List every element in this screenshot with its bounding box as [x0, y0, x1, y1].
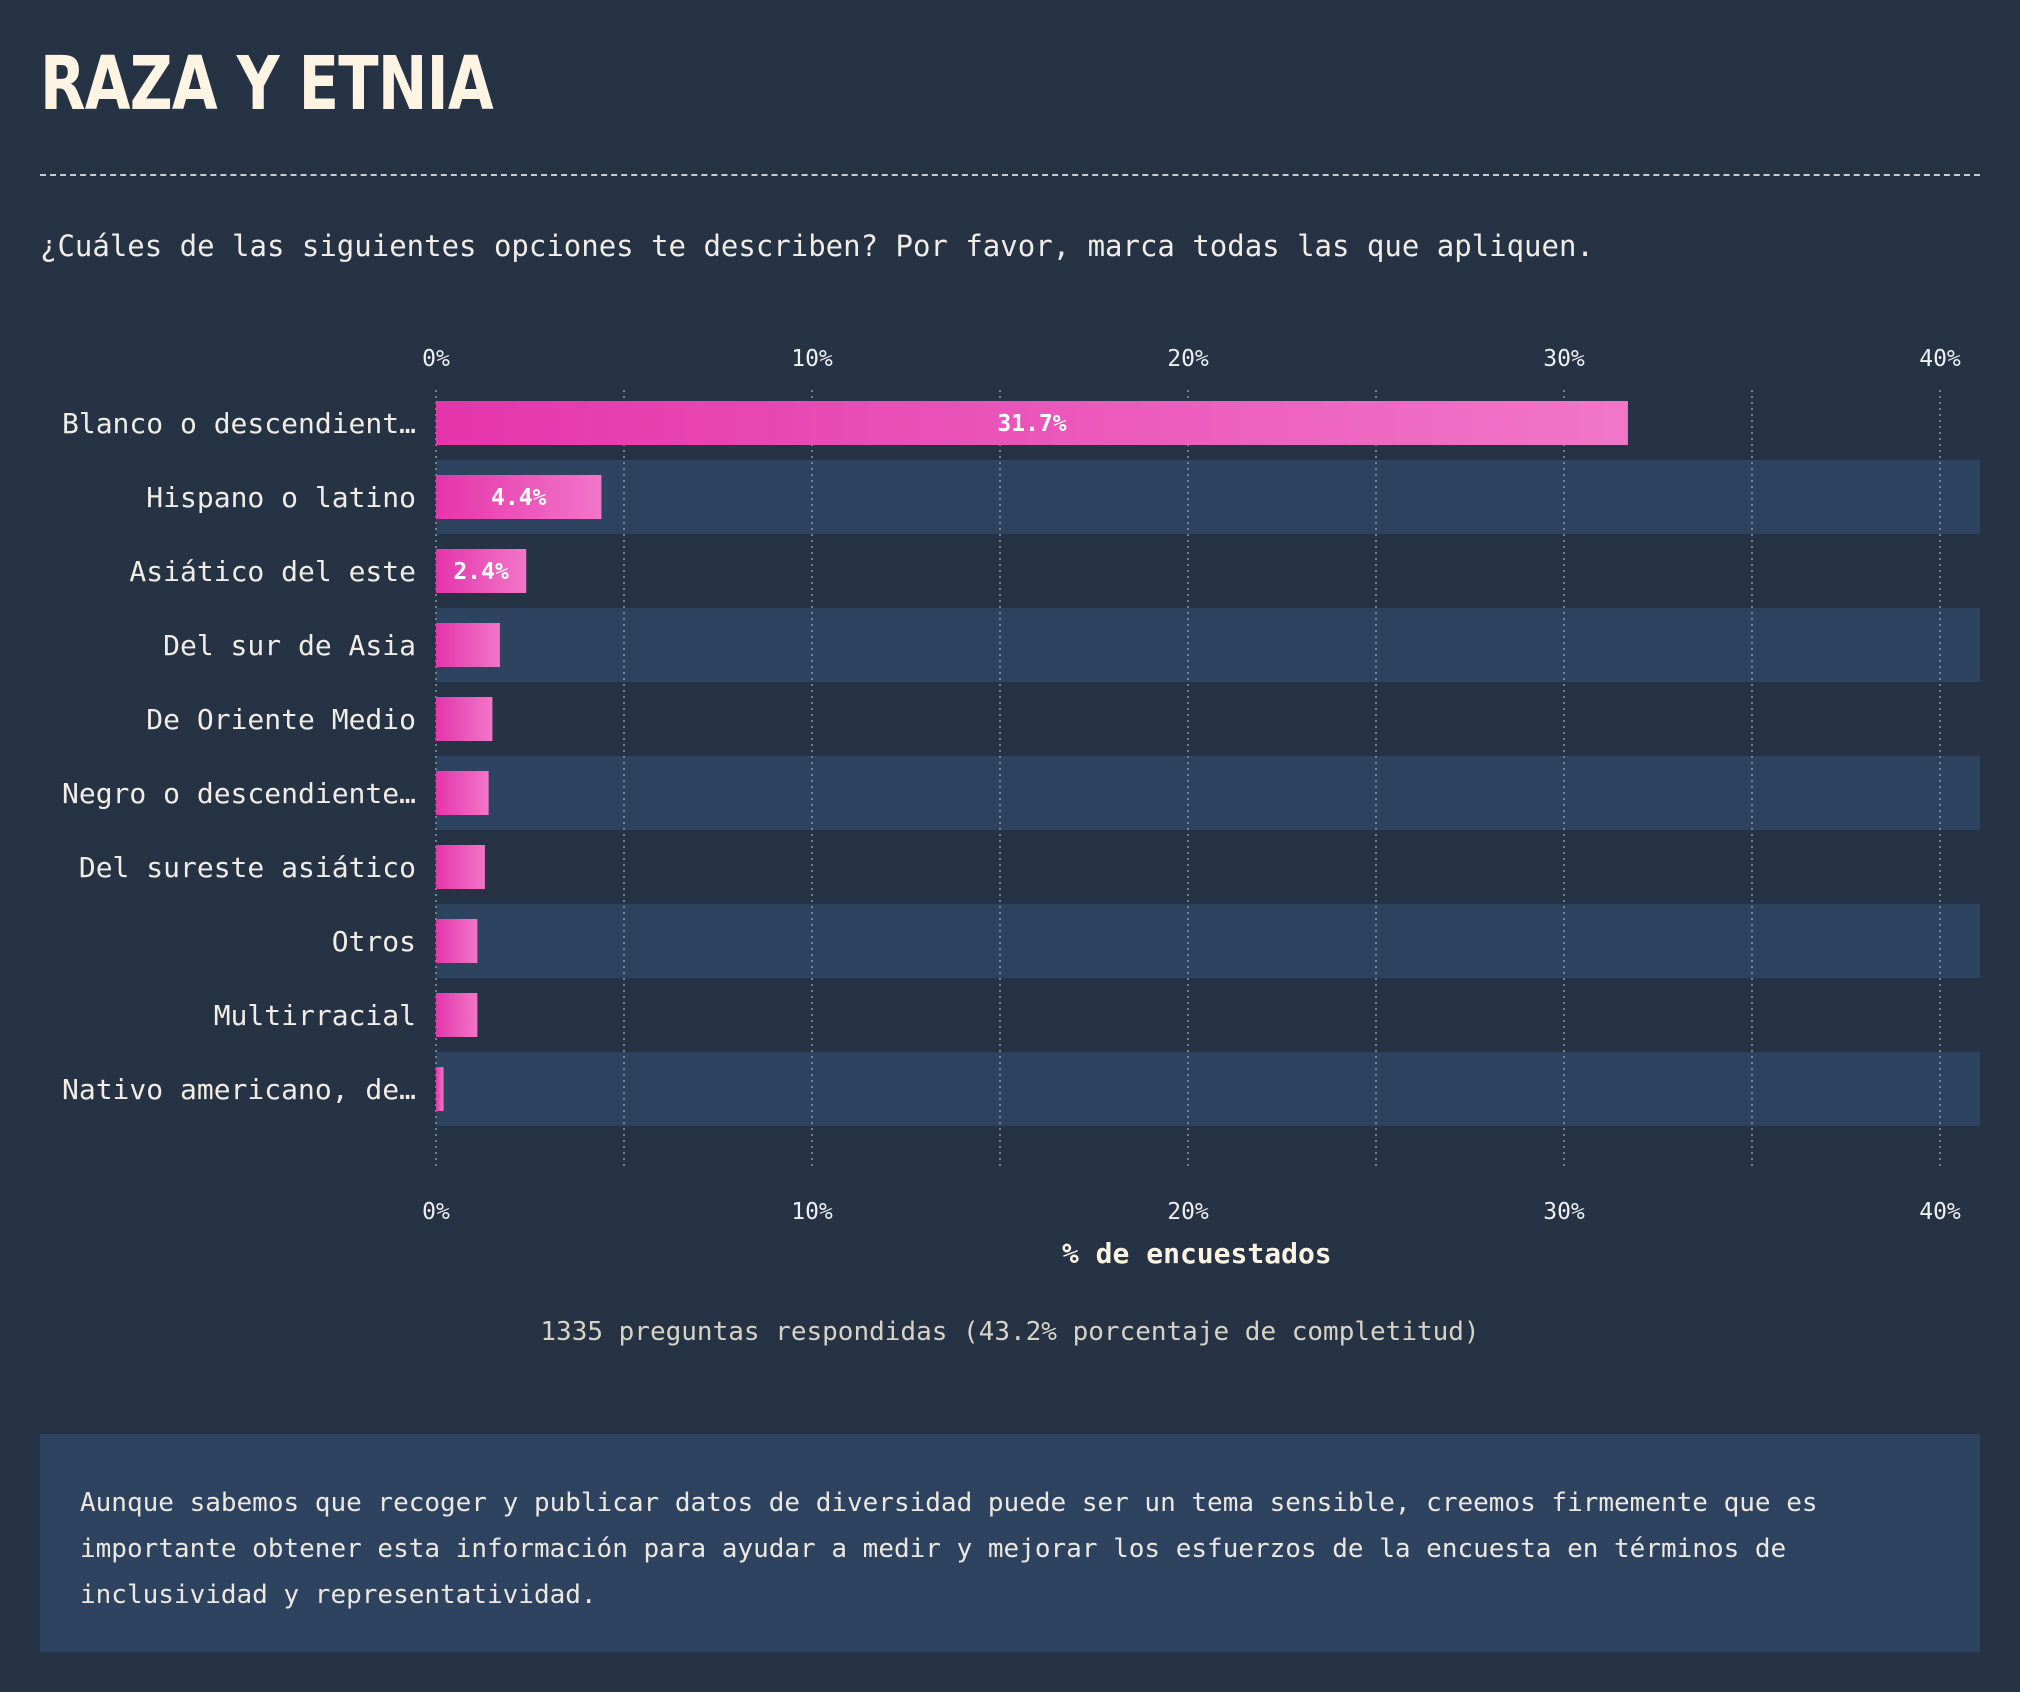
- dashed-divider: [40, 174, 1980, 176]
- bar: [436, 845, 485, 889]
- row-band: [436, 904, 1980, 978]
- bar-value-label: 31.7%: [997, 411, 1066, 437]
- category-label: De Oriente Medio: [146, 703, 416, 736]
- bar-value-label: 2.4%: [453, 559, 509, 585]
- response-count-note: 1335 preguntas respondidas (43.2% porcen…: [540, 1317, 1480, 1347]
- x-tick-label-top: 40%: [1919, 346, 1961, 372]
- survey-question: ¿Cuáles de las siguientes opciones te de…: [40, 229, 1594, 263]
- category-label: Nativo americano, de…: [62, 1073, 416, 1106]
- x-tick-label-bottom: 0%: [422, 1199, 450, 1225]
- bar: [436, 919, 478, 963]
- info-text: Aunque sabemos que recoger y publicar da…: [80, 1488, 1818, 1610]
- page-title: RAZA Y ETNIA: [40, 41, 494, 127]
- x-tick-label-top: 30%: [1543, 346, 1585, 372]
- category-label: Multirracial: [214, 999, 416, 1032]
- x-tick-label-top: 10%: [791, 346, 833, 372]
- category-label: Del sureste asiático: [79, 851, 416, 884]
- bar: [436, 623, 500, 667]
- category-label: Del sur de Asia: [163, 629, 416, 662]
- category-label: Asiático del este: [129, 555, 416, 588]
- bar-value-label: 4.4%: [491, 485, 547, 511]
- category-label: Otros: [332, 925, 416, 958]
- bar: [436, 771, 489, 815]
- x-tick-label-top: 0%: [422, 346, 450, 372]
- bar: [436, 1067, 444, 1111]
- row-band: [436, 756, 1980, 830]
- bar: [436, 401, 1628, 445]
- bar: [436, 549, 527, 593]
- category-label: Hispano o latino: [146, 481, 416, 514]
- row-band: [436, 460, 1980, 534]
- row-band: [436, 1052, 1980, 1126]
- x-tick-label-bottom: 40%: [1919, 1199, 1961, 1225]
- bar-chart: 0% 0% 10% 10% 20% 20% 30% 30% 40% 40% Blanco o de…: [62, 346, 1980, 1270]
- x-tick-label-bottom: 20%: [1167, 1199, 1209, 1225]
- x-tick-label-top: 20%: [1167, 346, 1209, 372]
- x-axis-title: % de encuestados: [1062, 1237, 1332, 1270]
- bar: [436, 475, 602, 519]
- x-tick-label-bottom: 30%: [1543, 1199, 1585, 1225]
- category-label: Negro o descendiente…: [62, 777, 416, 810]
- category-label: Blanco o descendient…: [62, 407, 416, 440]
- bar: [436, 993, 478, 1037]
- diversity-info-box: Aunque sabemos que recoger y publicar da…: [40, 1434, 1980, 1652]
- bar: [436, 697, 493, 741]
- x-tick-label-bottom: 10%: [791, 1199, 833, 1225]
- row-band: [436, 608, 1980, 682]
